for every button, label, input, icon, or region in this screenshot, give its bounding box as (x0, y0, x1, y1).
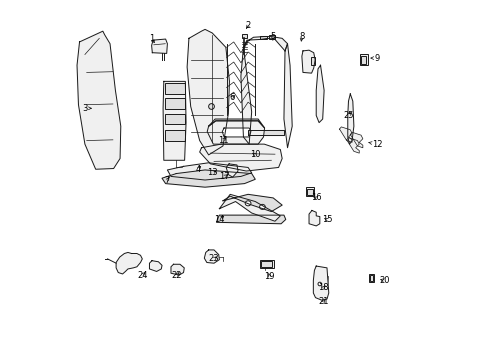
Text: 6: 6 (229, 93, 234, 102)
Polygon shape (346, 138, 359, 153)
Text: 20: 20 (378, 276, 389, 285)
Text: 19: 19 (264, 272, 274, 281)
Bar (359, 54, 367, 65)
Text: 14: 14 (214, 215, 224, 224)
Text: 13: 13 (206, 168, 217, 177)
Bar (261, 261, 272, 267)
Polygon shape (151, 39, 167, 53)
Polygon shape (316, 65, 324, 123)
Polygon shape (222, 128, 250, 137)
Polygon shape (339, 127, 351, 142)
Text: 23: 23 (208, 255, 219, 264)
Polygon shape (149, 261, 162, 271)
Polygon shape (199, 144, 282, 171)
Ellipse shape (317, 282, 321, 286)
Polygon shape (216, 215, 285, 224)
Bar (260, 260, 273, 268)
Bar (369, 275, 372, 281)
Text: 25: 25 (343, 111, 353, 120)
Text: 11: 11 (217, 136, 228, 145)
Polygon shape (162, 170, 255, 187)
Text: 7: 7 (164, 176, 170, 185)
Ellipse shape (244, 201, 250, 206)
Polygon shape (347, 94, 353, 144)
Bar (320, 277, 326, 283)
Polygon shape (308, 211, 319, 226)
Text: 24: 24 (137, 270, 147, 279)
Bar (260, 36, 266, 40)
Polygon shape (284, 44, 292, 148)
Text: 16: 16 (310, 193, 321, 202)
Text: 12: 12 (368, 140, 382, 149)
Text: 3: 3 (82, 104, 91, 113)
Polygon shape (116, 252, 142, 274)
Polygon shape (204, 250, 219, 263)
Text: 4: 4 (195, 165, 200, 174)
Bar (368, 274, 373, 282)
Bar (268, 36, 274, 39)
Polygon shape (301, 50, 314, 73)
Text: 17: 17 (219, 172, 230, 181)
Bar (164, 83, 184, 94)
Polygon shape (241, 47, 251, 144)
Text: 22: 22 (171, 270, 181, 279)
Polygon shape (207, 121, 264, 144)
Polygon shape (313, 266, 328, 300)
Polygon shape (223, 194, 282, 212)
Polygon shape (163, 81, 185, 160)
Text: 5: 5 (270, 32, 275, 41)
Bar (164, 130, 184, 140)
Polygon shape (349, 132, 362, 148)
Text: 21: 21 (318, 297, 328, 306)
Polygon shape (226, 164, 238, 177)
Polygon shape (187, 30, 229, 155)
Ellipse shape (259, 204, 265, 210)
Text: 8: 8 (299, 32, 304, 41)
Polygon shape (77, 31, 121, 169)
Polygon shape (243, 37, 287, 51)
Bar (305, 187, 313, 196)
Text: 18: 18 (317, 283, 328, 292)
Polygon shape (167, 163, 251, 180)
Polygon shape (247, 130, 284, 135)
Bar (164, 114, 184, 125)
Text: 15: 15 (321, 215, 331, 224)
Text: 10: 10 (249, 150, 260, 159)
Polygon shape (208, 119, 264, 128)
Text: 1: 1 (148, 34, 154, 43)
Text: 9: 9 (370, 54, 379, 63)
Bar (164, 98, 184, 109)
Bar (361, 56, 366, 64)
Bar (306, 189, 312, 195)
Text: 2: 2 (245, 21, 250, 30)
Bar (241, 34, 247, 39)
Bar (310, 57, 314, 64)
Polygon shape (219, 194, 280, 221)
Bar (319, 276, 327, 284)
Polygon shape (171, 264, 184, 275)
Ellipse shape (208, 104, 214, 109)
